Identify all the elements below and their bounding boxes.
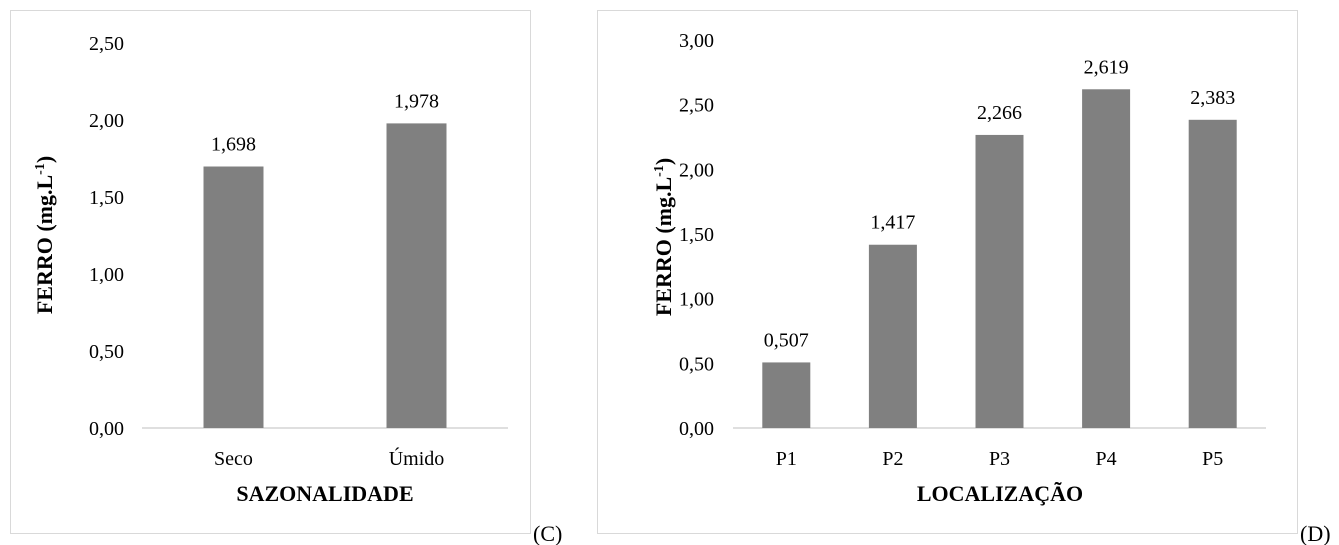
y-tick-label: 2,50 [679,95,714,117]
y-tick-label: 0,00 [89,418,124,440]
chart-d-frame [597,10,1298,534]
y-tick-label: 0,00 [679,418,714,440]
bar-p3 [975,134,1024,428]
data-label: 1,978 [394,90,439,112]
y-tick-label: 2,00 [89,110,124,132]
y-tick-label: 1,00 [89,264,124,286]
bar-p2 [868,244,917,428]
panel-label-d: (D) [1300,521,1331,545]
chart-c-y-ticks: 0,00 0,50 1,00 1,50 2,00 2,50 [89,33,124,440]
chart-d-y-axis-title-sup: -1 [652,165,667,177]
chart-d-y-ticks: 0,00 0,50 1,00 1,50 2,00 2,50 3,00 [679,30,714,440]
x-tick-label: P4 [1096,448,1117,470]
y-tick-label: 1,00 [679,289,714,311]
x-tick-label: Úmido [389,446,445,470]
bar-p1 [762,362,811,428]
bar-p5 [1188,119,1237,428]
x-tick-label: P1 [776,448,797,470]
data-label: 2,266 [977,102,1022,124]
chart-d: 0,00 0,50 1,00 1,50 2,00 2,50 3,00 0,507 1,417 2… [597,10,1298,534]
y-tick-label: 3,00 [679,30,714,52]
x-tick-label: P2 [882,448,903,470]
y-tick-label: 0,50 [679,353,714,375]
y-tick-label: 2,00 [679,159,714,181]
data-label: 1,417 [870,212,915,234]
x-tick-label: P3 [989,448,1010,470]
chart-c: 0,00 0,50 1,00 1,50 2,00 2,50 1,698 1,978 Seco… [10,10,531,534]
panel-label-c: (C) [533,521,562,545]
chart-c-x-ticks: Seco Úmido [214,446,444,470]
data-label: 2,383 [1190,87,1235,109]
y-tick-label: 2,50 [89,33,124,55]
chart-d-bars [762,89,1237,428]
chart-c-bars [203,123,447,428]
x-tick-label: P5 [1202,448,1223,470]
chart-d-data-labels: 0,507 1,417 2,266 2,619 2,383 [764,56,1235,351]
chart-c-y-axis-title-sup: -1 [33,163,48,175]
bar-seco [203,166,264,428]
chart-d-y-axis-title-main: FERRO (mg.L [651,177,676,316]
chart-d-x-axis-title: LOCALIZAÇÃO [917,481,1083,506]
chart-d-x-ticks: P1 P2 P3 P4 P5 [776,448,1224,470]
y-tick-label: 1,50 [89,187,124,209]
y-tick-label: 1,50 [679,224,714,246]
data-label: 2,619 [1084,56,1129,78]
chart-c-y-axis-title: FERRO (mg.L-1) [32,156,57,314]
chart-d-y-axis-title-end: ) [651,158,676,165]
chart-c-x-axis-title: SAZONALIDADE [236,481,413,506]
chart-c-data-labels: 1,698 1,978 [211,90,439,155]
chart-c-y-axis-title-end: ) [32,156,57,163]
x-tick-label: Seco [214,448,253,470]
chart-d-y-axis-title: FERRO (mg.L-1) [651,158,676,316]
chart-c-y-axis-title-main: FERRO (mg.L [32,175,57,314]
y-tick-label: 0,50 [89,341,124,363]
data-label: 0,507 [764,329,809,351]
data-label: 1,698 [211,134,256,156]
bar--mido [386,123,447,428]
chart-c-frame [10,10,531,534]
bar-p4 [1082,89,1131,428]
